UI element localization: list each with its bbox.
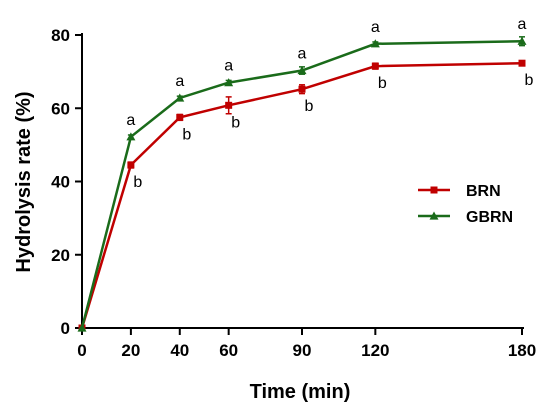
data-point-square: [298, 85, 306, 93]
axes: 0 20 40 60 80 0 20 40 60 90 120 180: [51, 26, 536, 360]
data-point-square: [225, 101, 233, 109]
significance-label: a: [298, 46, 307, 63]
significance-labels: b b b b b b a a a a a a: [126, 16, 533, 191]
legend-item-gbrn: GBRN: [418, 209, 513, 226]
legend: BRN GBRN: [418, 183, 513, 226]
significance-label: a: [126, 112, 135, 129]
series-layer: [77, 36, 527, 332]
significance-label: a: [175, 73, 184, 90]
y-tick-label: 0: [61, 319, 70, 338]
data-point-triangle: [429, 211, 439, 220]
y-tick-label: 20: [51, 246, 70, 265]
series-gbrn: [77, 36, 527, 332]
y-tick-label: 60: [51, 99, 70, 118]
y-axis-title: Hydrolysis rate (%): [13, 91, 35, 272]
significance-label: b: [378, 75, 387, 92]
data-point-square: [176, 113, 184, 121]
x-tick-label: 120: [361, 341, 389, 360]
x-tick-label: 20: [121, 341, 140, 360]
legend-label: BRN: [466, 183, 501, 200]
data-point-triangle: [297, 66, 307, 75]
x-tick-label: 90: [293, 341, 312, 360]
data-point-triangle: [126, 132, 136, 141]
series-line: [80, 61, 523, 329]
legend-item-brn: BRN: [418, 183, 501, 200]
y-tick-label: 40: [51, 173, 70, 192]
data-point-triangle: [175, 93, 185, 102]
x-tick-label: 40: [170, 341, 189, 360]
significance-label: a: [371, 19, 380, 36]
data-point-square: [371, 62, 379, 70]
data-point-square: [430, 186, 438, 194]
x-axis-title: Time (min): [250, 381, 351, 403]
data-point-square: [127, 161, 135, 169]
significance-label: a: [518, 16, 527, 33]
significance-label: b: [525, 72, 534, 89]
y-tick-label: 80: [51, 26, 70, 45]
x-tick-label: 0: [77, 341, 86, 360]
series-brn: [78, 59, 526, 332]
significance-label: b: [231, 114, 240, 131]
significance-label: a: [224, 58, 233, 75]
x-tick-label: 60: [219, 341, 238, 360]
data-point-triangle: [224, 78, 234, 87]
data-point-triangle: [370, 39, 380, 48]
legend-label: GBRN: [466, 209, 513, 226]
data-point-triangle: [77, 323, 87, 332]
data-point-square: [518, 59, 526, 67]
x-tick-label: 180: [508, 341, 536, 360]
data-point-triangle: [517, 36, 527, 45]
significance-label: b: [305, 98, 314, 115]
significance-label: b: [182, 126, 191, 143]
significance-label: b: [133, 174, 142, 191]
